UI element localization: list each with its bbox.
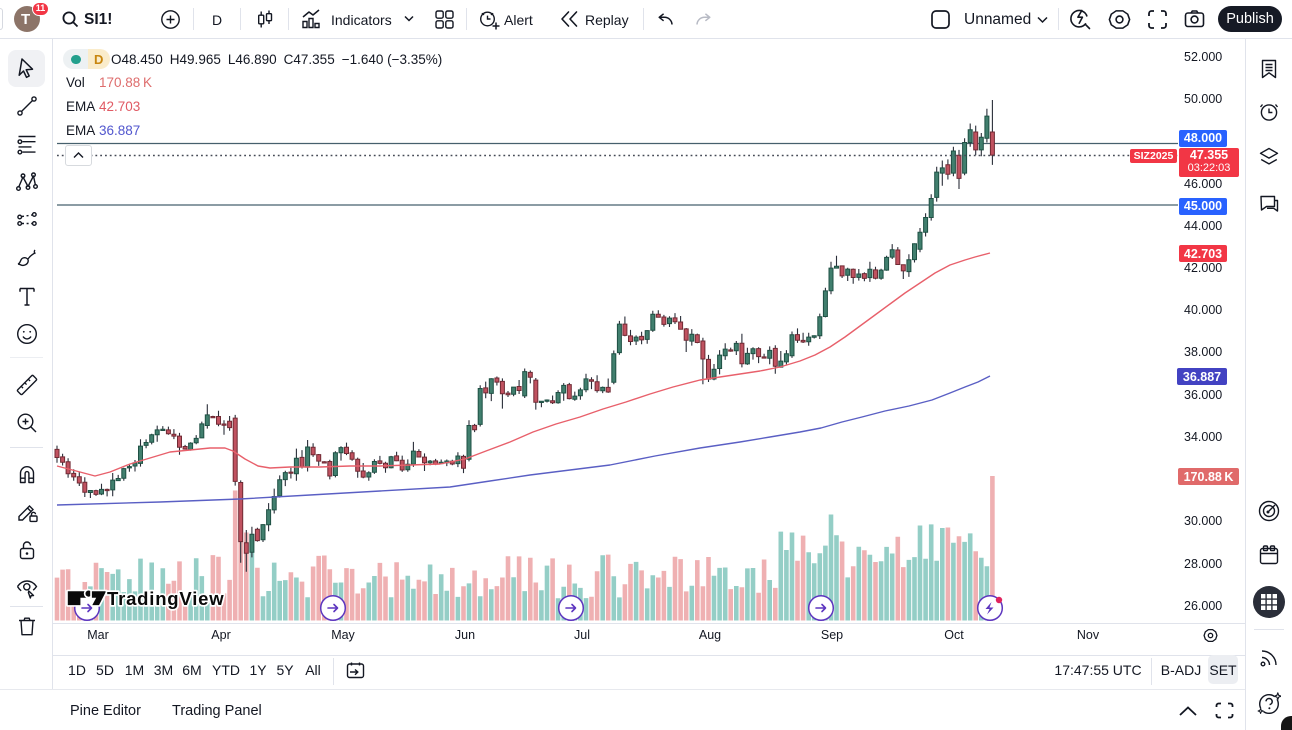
svg-text:TradingView: TradingView (107, 588, 224, 609)
